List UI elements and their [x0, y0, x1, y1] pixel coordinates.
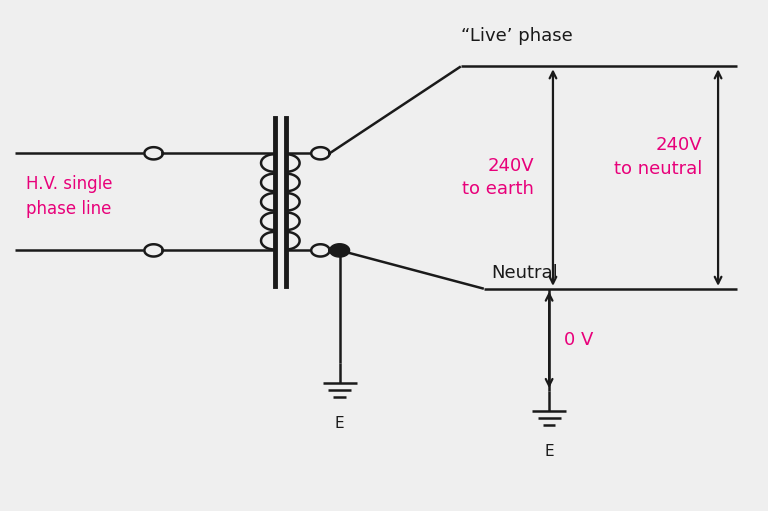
Text: 240V
to neutral: 240V to neutral	[614, 136, 703, 178]
Text: Neutral: Neutral	[492, 264, 558, 283]
Polygon shape	[144, 147, 163, 159]
Text: E: E	[545, 444, 554, 459]
Text: “Live’ phase: “Live’ phase	[461, 27, 573, 45]
Text: E: E	[335, 416, 344, 431]
Polygon shape	[311, 244, 329, 257]
Text: 0 V: 0 V	[564, 331, 594, 349]
Text: 240V
to earth: 240V to earth	[462, 157, 534, 198]
Polygon shape	[144, 244, 163, 257]
Polygon shape	[311, 147, 329, 159]
Text: H.V. single
phase line: H.V. single phase line	[26, 175, 112, 218]
Polygon shape	[329, 244, 349, 257]
